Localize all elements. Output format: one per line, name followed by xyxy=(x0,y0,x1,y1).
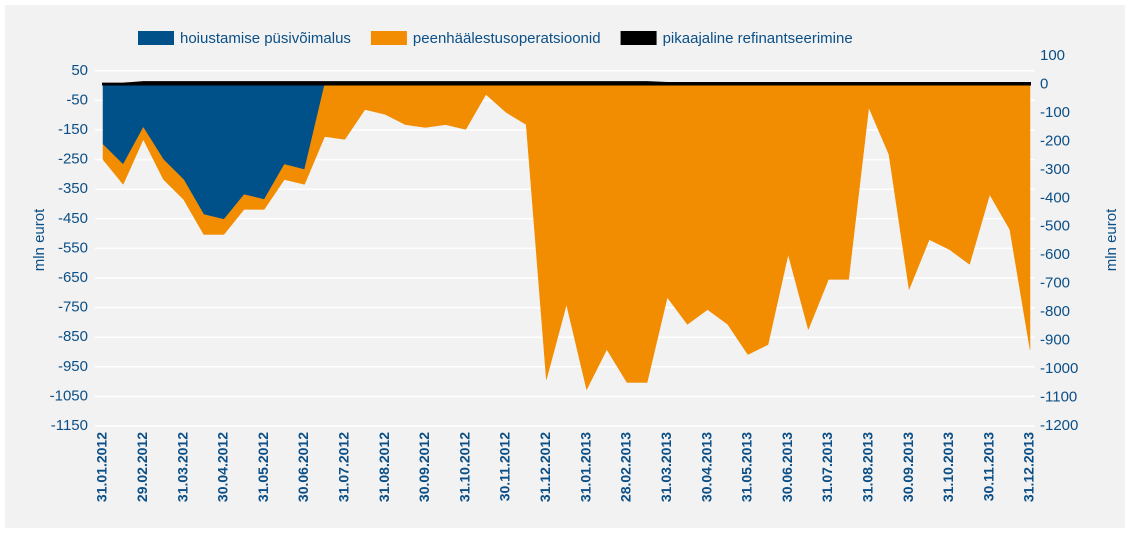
y-tick-label: -350 xyxy=(58,180,88,197)
legend-label: pikaajaline refinantseerimine xyxy=(663,30,853,47)
x-tick-label: 31.03.2012 xyxy=(174,432,190,502)
x-tick-label: 30.06.2013 xyxy=(779,432,795,502)
y2-tick-label: -300 xyxy=(1040,161,1070,178)
y-tick-label: -950 xyxy=(58,358,88,375)
x-tick-label: 31.07.2013 xyxy=(819,432,835,502)
y2-tick-label: -1200 xyxy=(1040,417,1078,434)
y-tick-label: -450 xyxy=(58,210,88,227)
legend-label: peenhäälestusoperatsioonid xyxy=(413,30,601,47)
y-tick-label: -550 xyxy=(58,239,88,256)
y-tick-label: -1050 xyxy=(50,387,88,404)
area xyxy=(102,81,1031,86)
legend-swatch xyxy=(370,31,407,45)
y2-tick-label: -500 xyxy=(1040,218,1070,235)
y-tick-label: -50 xyxy=(66,91,88,108)
x-tick-label: 31.12.2012 xyxy=(537,432,553,502)
y-tick-label: 50 xyxy=(71,62,88,79)
x-tick-label: 30.11.2013 xyxy=(980,432,996,502)
y2-tick-label: -900 xyxy=(1040,332,1070,349)
y2-axis-label: mln eurot xyxy=(1103,208,1120,271)
y2-tick-label: -400 xyxy=(1040,189,1070,206)
y2-tick-label: -800 xyxy=(1040,303,1070,320)
y2-tick-label: 0 xyxy=(1040,75,1048,92)
x-tick-label: 30.06.2012 xyxy=(295,432,311,502)
x-tick-label: 31.07.2012 xyxy=(336,432,352,502)
y2-tick-label: -1000 xyxy=(1040,360,1078,377)
x-tick-label: 31.08.2013 xyxy=(859,432,875,502)
x-tick-label: 30.09.2012 xyxy=(416,432,432,502)
x-tick-label: 30.04.2013 xyxy=(698,432,714,502)
y2-tick-label: 100 xyxy=(1040,47,1065,64)
y-tick-label: -850 xyxy=(58,328,88,345)
y-tick-label: -650 xyxy=(58,269,88,286)
x-tick-label: 31.01.2012 xyxy=(94,432,110,502)
legend-swatch xyxy=(620,31,657,45)
y2-tick-label: -200 xyxy=(1040,132,1070,149)
x-tick-label: 31.12.2013 xyxy=(1021,432,1037,502)
x-tick-label: 31.01.2013 xyxy=(577,432,593,502)
y-tick-label: -150 xyxy=(58,121,88,138)
x-tick-label: 30.11.2012 xyxy=(497,432,513,502)
x-tick-label: 31.10.2012 xyxy=(456,432,472,502)
y2-tick-label: -600 xyxy=(1040,246,1070,263)
x-tick-label: 28.02.2013 xyxy=(618,432,634,502)
x-tick-label: 31.05.2013 xyxy=(739,432,755,502)
x-tick-label: 30.04.2012 xyxy=(215,432,231,502)
y-tick-label: -250 xyxy=(58,151,88,168)
legend-swatch xyxy=(138,31,174,45)
x-tick-label: 29.02.2012 xyxy=(134,432,150,502)
x-tick-label: 30.09.2013 xyxy=(900,432,916,502)
y-tick-label: -750 xyxy=(58,299,88,316)
x-tick-label: 31.08.2012 xyxy=(376,432,392,502)
y-tick-label: -1150 xyxy=(51,417,88,434)
legend-label: hoiustamise püsivõimalus xyxy=(180,30,351,47)
x-tick-label: 31.10.2013 xyxy=(940,432,956,502)
y2-tick-label: -700 xyxy=(1040,275,1070,292)
x-tick-label: 31.05.2012 xyxy=(255,432,271,502)
y2-tick-label: -100 xyxy=(1040,104,1070,121)
y-axis-label: mln eurot xyxy=(31,208,48,271)
y2-tick-label: -1100 xyxy=(1040,389,1077,406)
x-tick-label: 31.03.2013 xyxy=(658,432,674,502)
